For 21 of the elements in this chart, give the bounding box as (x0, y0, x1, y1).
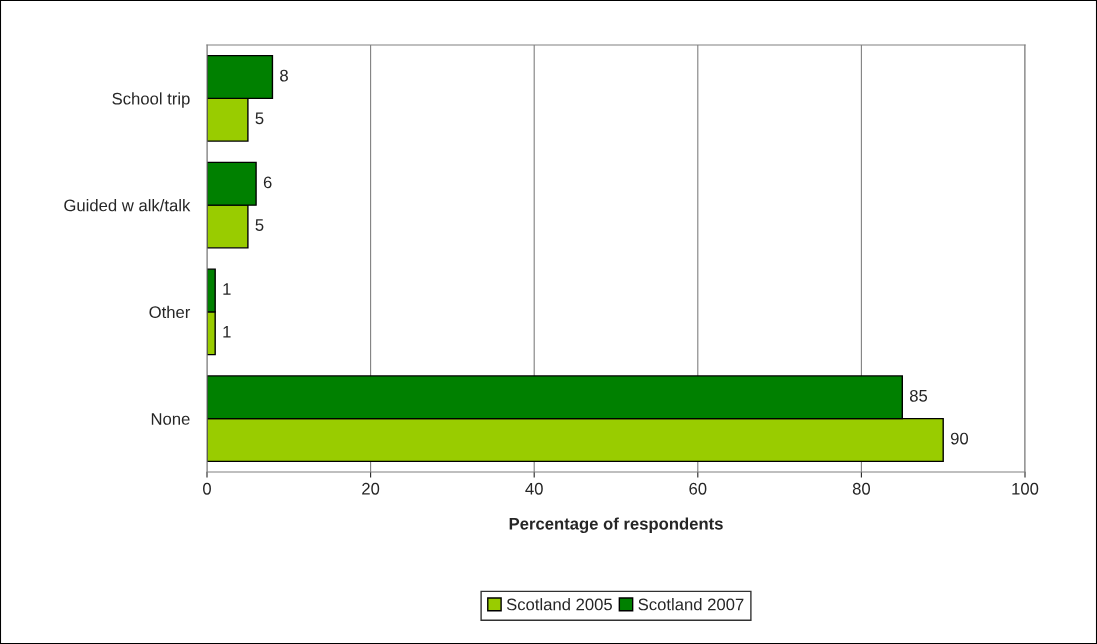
x-tick-label: 20 (362, 482, 380, 495)
data-label: 1 (223, 326, 231, 338)
data-label: 6 (263, 176, 272, 189)
data-label: 8 (280, 69, 288, 82)
data-label: 90 (950, 432, 969, 445)
data-label: 5 (255, 112, 264, 125)
x-tick-label: 100 (1012, 482, 1039, 495)
x-tick-label: 0 (203, 482, 211, 495)
data-label: 5 (255, 219, 264, 231)
y-tick-label: Guided w alk/talk (64, 199, 191, 212)
y-tick-label: School trip (112, 92, 190, 108)
x-tick-label: 40 (525, 482, 543, 495)
x-tick-label: 60 (689, 482, 707, 495)
legend-label: Scotland 2005 (506, 598, 612, 611)
y-tick-label: None (151, 413, 190, 425)
y-tick-label: Other (149, 305, 191, 319)
data-label: 1 (223, 283, 231, 295)
data-label: 85 (909, 389, 928, 402)
legend-label: Scotland 2007 (638, 598, 744, 611)
x-axis-title: Percentage of respondents (509, 517, 723, 534)
x-tick-label: 80 (852, 482, 871, 495)
